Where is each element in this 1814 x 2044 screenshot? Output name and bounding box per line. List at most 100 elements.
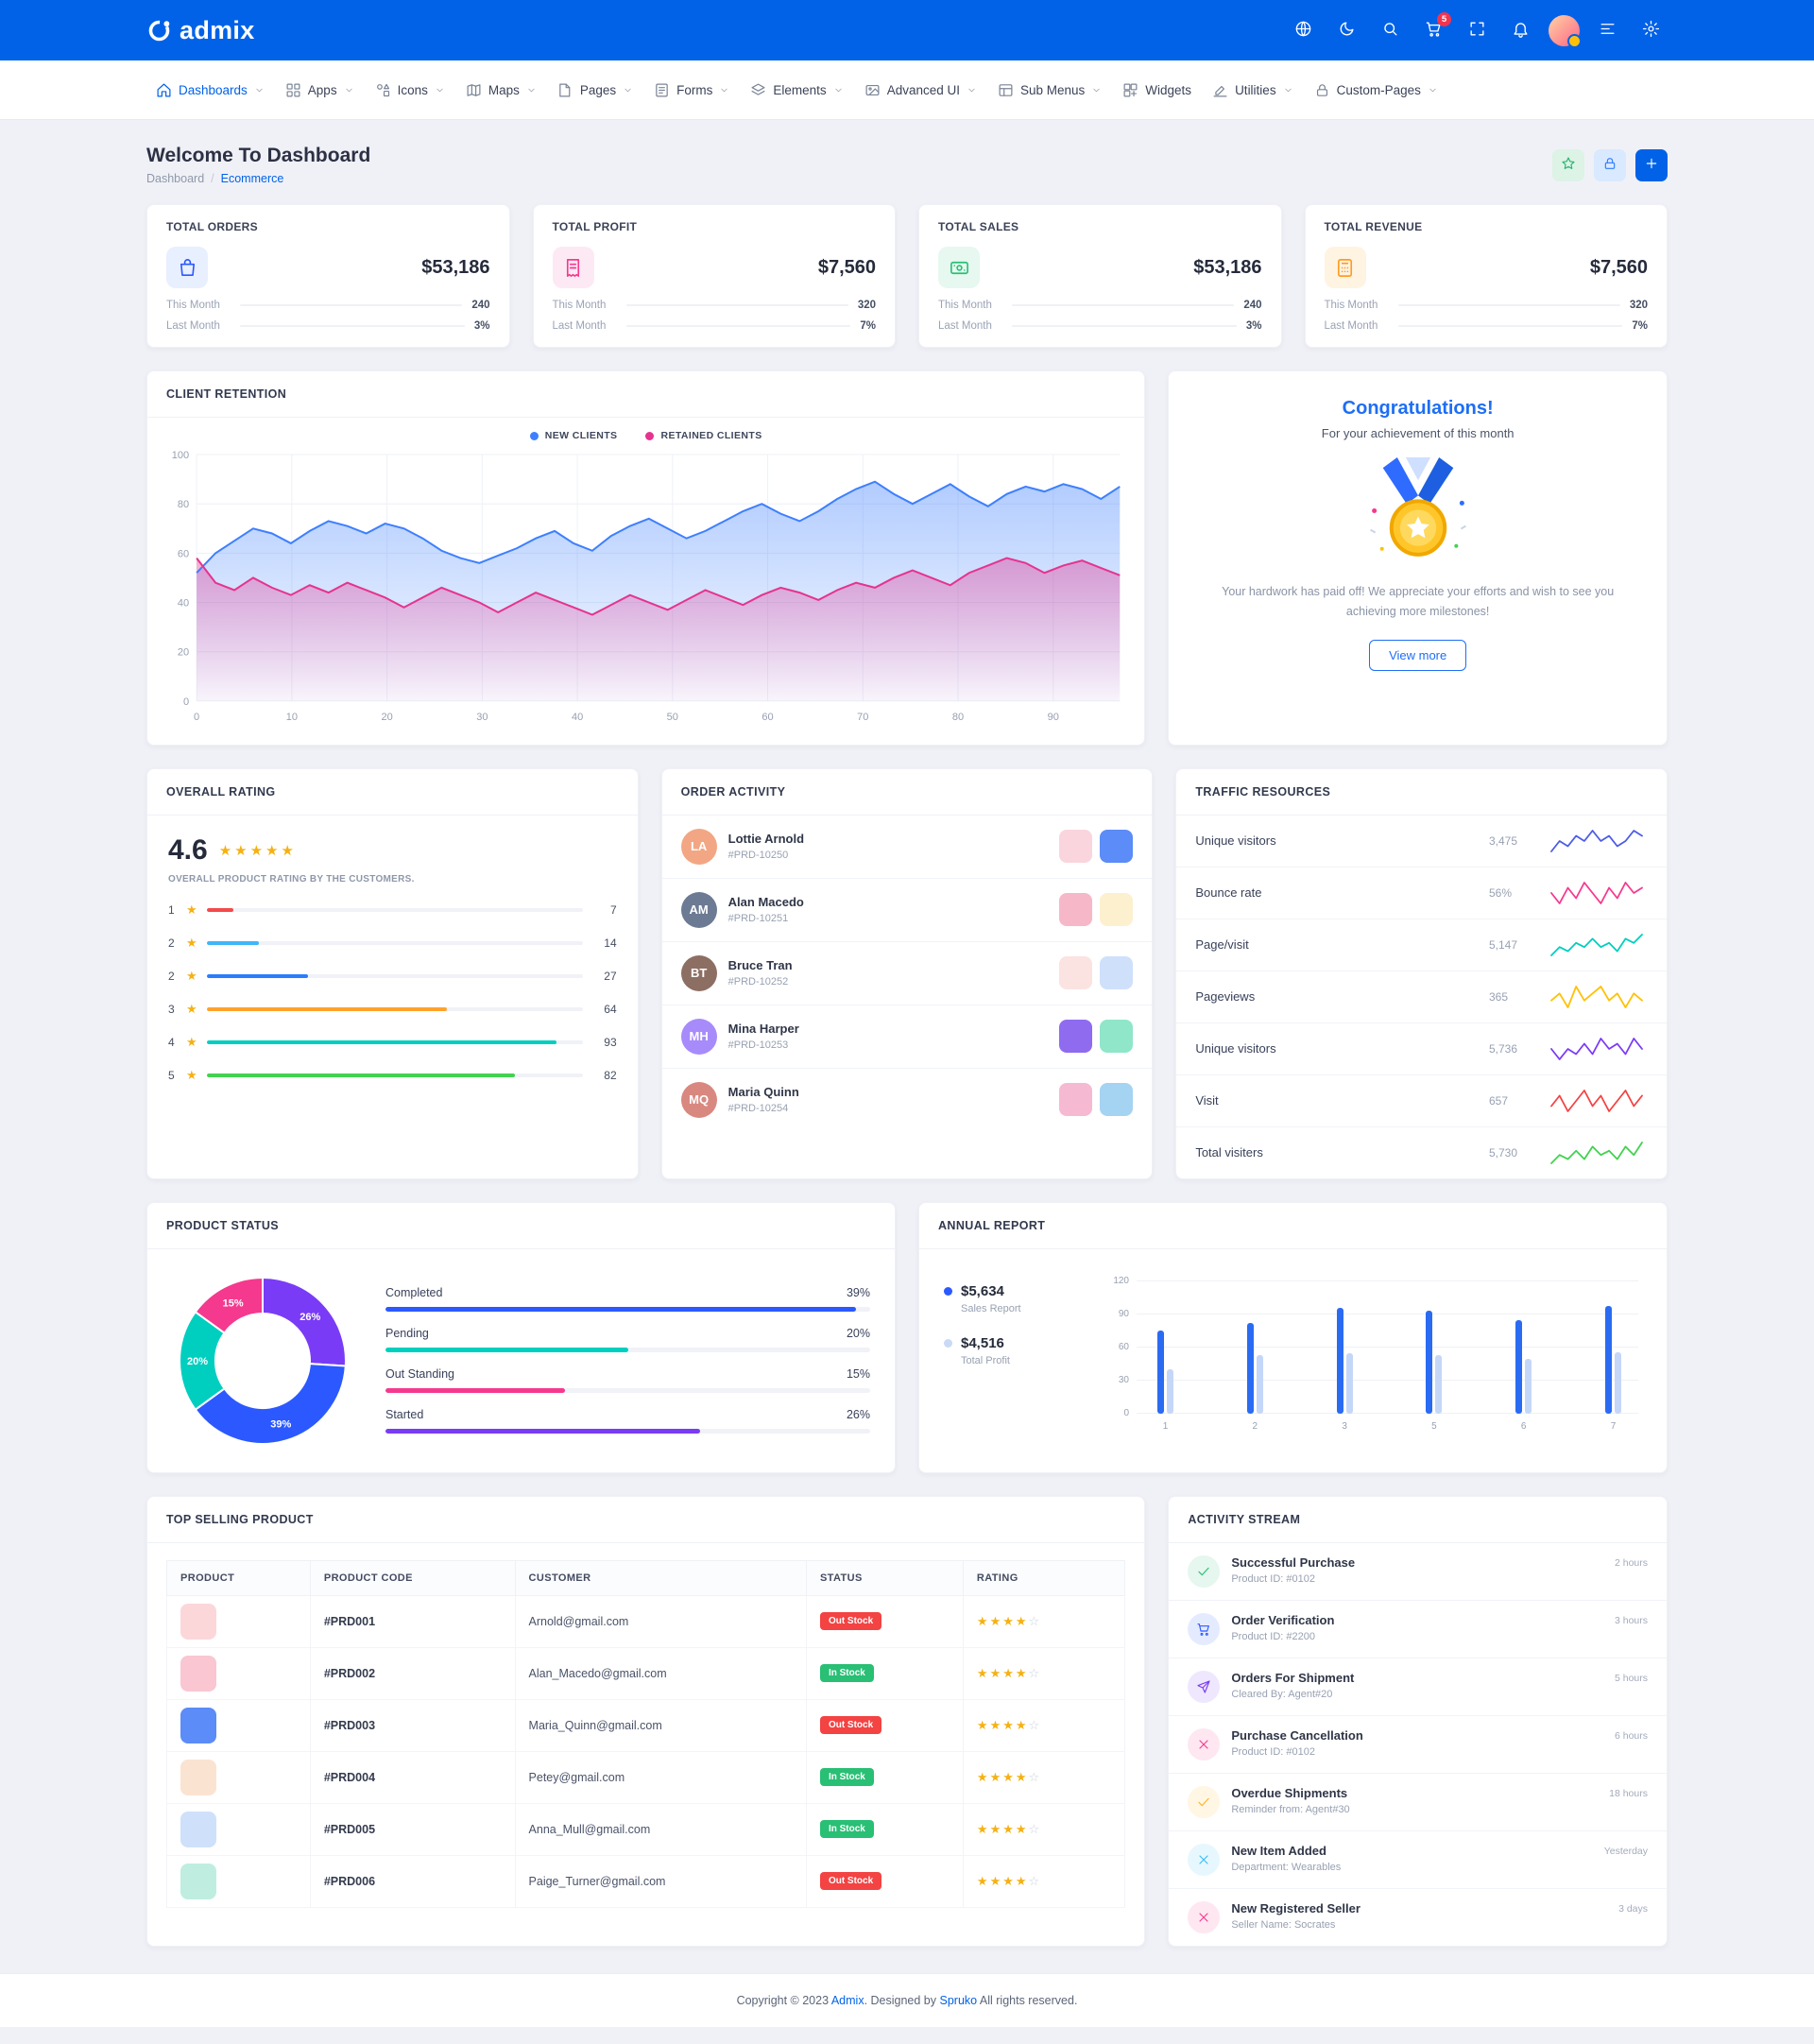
nav-item-widgets[interactable]: Widgets xyxy=(1113,74,1201,107)
cart-button[interactable]: 5 xyxy=(1416,12,1451,47)
profile-button[interactable] xyxy=(1547,13,1582,48)
nav-item-label: Forms xyxy=(676,82,713,97)
annual-bar-group[interactable]: 7 xyxy=(1604,1270,1621,1442)
activity-stream-row[interactable]: Successful Purchase Product ID: #0102 2 ho… xyxy=(1169,1543,1667,1601)
notifications-button[interactable] xyxy=(1503,13,1537,47)
nav-item-maps[interactable]: Maps xyxy=(456,74,546,107)
sales-bar xyxy=(1157,1330,1164,1414)
svg-text:26%: 26% xyxy=(299,1312,320,1323)
table-row[interactable]: #PRD002 Alan_Macedo@gmail.com In Stock ★★★★… xyxy=(166,1646,1126,1700)
chevron-down-icon xyxy=(344,85,354,95)
nav-item-dashboards[interactable]: Dashboards xyxy=(146,74,274,107)
widgets-icon xyxy=(1122,82,1138,98)
breadcrumb-dashboard[interactable]: Dashboard xyxy=(146,172,205,185)
customer-email: Petey@gmail.com xyxy=(514,1750,807,1804)
stat-value: $53,186 xyxy=(1193,256,1262,278)
annual-bar-group[interactable]: 5 xyxy=(1426,1270,1443,1442)
main-nav: Dashboards Apps Icons Maps Pages Forms Element… xyxy=(0,60,1814,120)
legend-item-retained-clients[interactable]: RETAINED CLIENTS xyxy=(645,430,762,441)
svg-text:30: 30 xyxy=(476,712,488,723)
footer-brand-link[interactable]: Admix xyxy=(830,1993,864,2007)
status-badge: Out Stock xyxy=(819,1872,882,1891)
svg-text:20: 20 xyxy=(178,647,189,659)
client-retention-card: CLIENT RETENTION NEW CLIENTS RETAINED CLI… xyxy=(146,370,1146,746)
activity-stream-row[interactable]: Purchase Cancellation Product ID: #0102 6 … xyxy=(1169,1716,1667,1774)
lock-button[interactable] xyxy=(1594,148,1626,181)
nav-item-elements[interactable]: Elements xyxy=(741,74,852,107)
table-row[interactable]: #PRD004 Petey@gmail.com In Stock ★★★★☆ xyxy=(166,1750,1126,1804)
card-title: TOP SELLING PRODUCT xyxy=(166,1512,314,1526)
summary-value: $5,634 xyxy=(961,1282,1004,1299)
activity-stream-row[interactable]: New Item Added Department: Wearables Yeste… xyxy=(1169,1831,1667,1889)
settings-button[interactable] xyxy=(1634,13,1668,47)
add-button[interactable] xyxy=(1635,148,1668,181)
status-badge: In Stock xyxy=(819,1664,874,1683)
activity-title: Overdue Shipments xyxy=(1231,1785,1348,1800)
activity-stream-row[interactable]: Orders For Shipment Cleared By: Agent#20 5… xyxy=(1169,1658,1667,1716)
receipt-icon xyxy=(552,247,594,288)
cart-icon xyxy=(1188,1612,1221,1645)
status-label: Pending xyxy=(385,1326,429,1340)
nav-item-pages[interactable]: Pages xyxy=(548,74,642,107)
order-activity-row[interactable]: MH Mina Harper #PRD-10253 xyxy=(661,1005,1153,1069)
search-icon xyxy=(1381,20,1399,41)
star-icon: ★ xyxy=(1002,1717,1016,1732)
activity-title: New Item Added xyxy=(1231,1843,1326,1858)
footer-text: Copyright © 2023 xyxy=(736,1993,830,2007)
view-more-button[interactable]: View more xyxy=(1369,640,1467,672)
nav-item-apps[interactable]: Apps xyxy=(276,74,364,107)
fullscreen-button[interactable] xyxy=(1460,13,1494,47)
x-axis-label: 6 xyxy=(1520,1420,1527,1432)
nav-item-utilities[interactable]: Utilities xyxy=(1203,74,1303,107)
annual-bar-group[interactable]: 2 xyxy=(1246,1270,1263,1442)
sidebar-toggle-button[interactable] xyxy=(1590,13,1624,47)
legend-dot xyxy=(529,431,539,440)
annual-summary-item: $5,634 Sales Report xyxy=(944,1283,1086,1314)
activity-subtitle: Product ID: #0102 xyxy=(1231,1745,1315,1758)
table-row[interactable]: #PRD005 Anna_Mull@gmail.com In Stock ★★★★☆ xyxy=(166,1802,1126,1856)
nav-item-sub-menus[interactable]: Sub Menus xyxy=(988,74,1111,107)
search-button[interactable] xyxy=(1373,13,1407,47)
rating-row: 1 ★ 7 xyxy=(168,902,617,917)
x-axis-label: 7 xyxy=(1610,1420,1617,1432)
stat-card-total-orders: TOTAL ORDERS $53,186 This Month 240 Last Mon… xyxy=(146,204,510,348)
activity-stream-row[interactable]: Overdue Shipments Reminder from: Agent#30… xyxy=(1169,1774,1667,1831)
traffic-metric-value: 365 xyxy=(1489,989,1509,1004)
nav-item-advanced-ui[interactable]: Advanced UI xyxy=(855,74,986,107)
product-status-legend: Completed 39% Pending 20% Out Standing 15% Sta… xyxy=(385,1286,870,1435)
table-row[interactable]: #PRD003 Maria_Quinn@gmail.com Out Stock ★★★… xyxy=(166,1698,1126,1752)
gear-icon xyxy=(1642,20,1660,41)
product-code: #PRD001 xyxy=(309,1594,516,1648)
product-status-card: PRODUCT STATUS 26% 39% 20% 15% Completed 39%… xyxy=(146,1201,896,1473)
nav-item-forms[interactable]: Forms xyxy=(644,74,739,107)
nav-item-custom-pages[interactable]: Custom-Pages xyxy=(1305,74,1447,107)
svg-text:100: 100 xyxy=(172,450,189,461)
legend-item-new-clients[interactable]: NEW CLIENTS xyxy=(529,430,618,441)
nav-item-icons[interactable]: Icons xyxy=(366,74,454,107)
order-activity-row[interactable]: MQ Maria Quinn #PRD-10254 xyxy=(662,1069,1153,1131)
order-activity-row[interactable]: BT Bruce Tran #PRD-10252 xyxy=(661,942,1153,1005)
activity-stream-row[interactable]: New Registered Seller Seller Name: Socrat… xyxy=(1169,1889,1667,1946)
lock-icon xyxy=(1602,156,1617,174)
favorite-button[interactable] xyxy=(1552,148,1584,181)
activity-title: Purchase Cancellation xyxy=(1231,1727,1363,1743)
breadcrumb-ecommerce[interactable]: Ecommerce xyxy=(220,172,284,185)
order-activity-row[interactable]: LA Lottie Arnold #PRD-10250 xyxy=(661,816,1153,879)
footer-designer-link[interactable]: Spruko xyxy=(939,1993,978,2007)
table-row[interactable]: #PRD001 Arnold@gmail.com Out Stock ★★★★☆ xyxy=(166,1594,1126,1648)
bag-icon xyxy=(166,247,208,288)
table-row[interactable]: #PRD006 Paige_Turner@gmail.com Out Stock ★★… xyxy=(166,1854,1126,1908)
annual-bar-group[interactable]: 3 xyxy=(1336,1270,1353,1442)
dark-mode-button[interactable] xyxy=(1329,13,1363,47)
brand-logo[interactable]: admix xyxy=(146,16,255,45)
order-activity-row[interactable]: AM Alan Macedo #PRD-10251 xyxy=(661,879,1153,942)
activity-stream-row[interactable]: Order Verification Product ID: #2200 3 hou… xyxy=(1169,1601,1667,1658)
legend-dot xyxy=(944,1286,952,1296)
annual-bar-group[interactable]: 1 xyxy=(1157,1270,1173,1442)
submenus-icon xyxy=(998,82,1014,98)
product-image xyxy=(1100,1083,1134,1117)
status-badge: In Stock xyxy=(819,1768,874,1787)
annual-bar-group[interactable]: 6 xyxy=(1515,1270,1532,1442)
card-title: ACTIVITY STREAM xyxy=(1188,1512,1301,1526)
language-button[interactable] xyxy=(1286,13,1320,47)
